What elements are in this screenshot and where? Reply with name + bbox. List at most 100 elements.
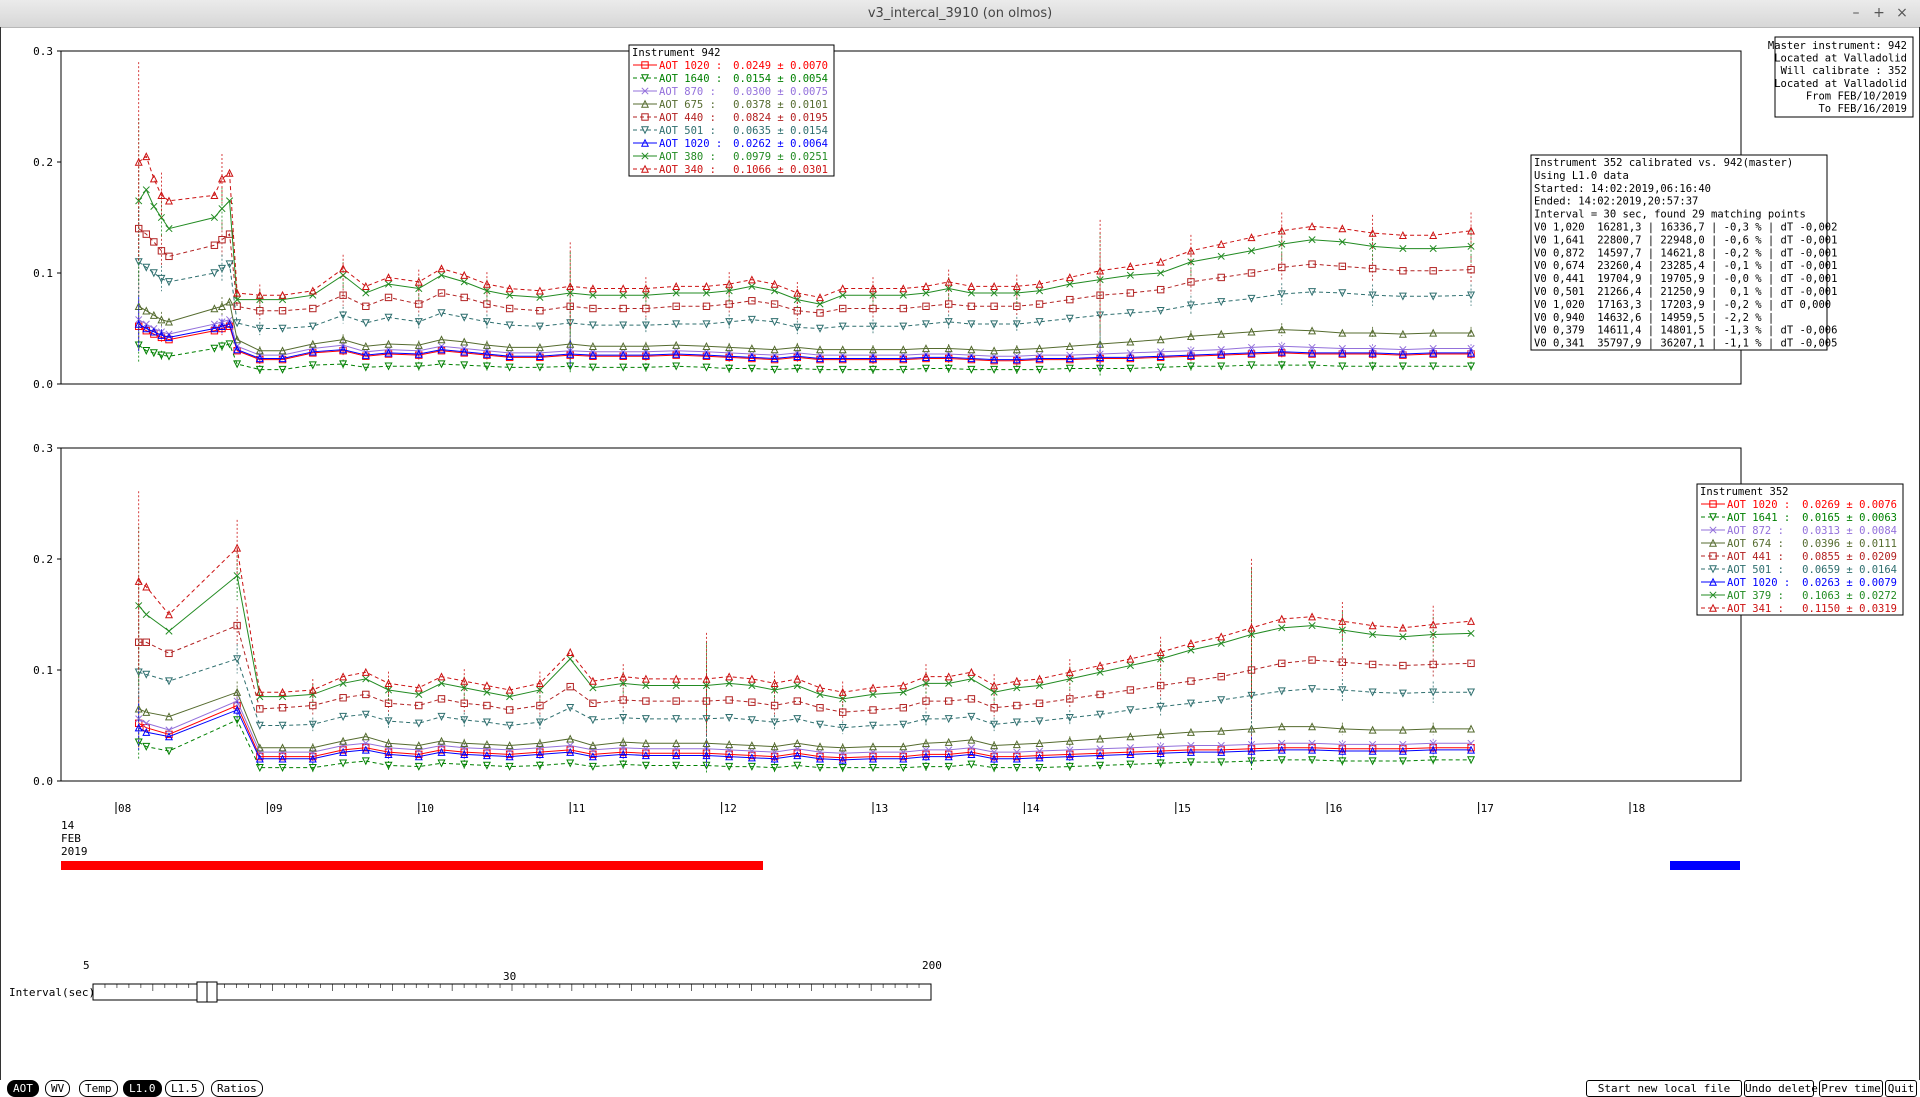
data-point: [505, 752, 514, 761]
calibrated-aot-plot[interactable]: 0.0 0.1 0.2 0.3: [33, 442, 1742, 788]
data-point: [1126, 353, 1135, 362]
data-point: [619, 696, 627, 704]
data-point: [1186, 362, 1195, 371]
mode-button-l1-0[interactable]: L1.0: [123, 1080, 162, 1097]
data-point: [642, 681, 650, 690]
data-point: [642, 749, 650, 757]
data-point: [619, 672, 628, 681]
data-point: [1035, 763, 1044, 772]
data-point: [702, 350, 711, 359]
calibration-line: V0 1,020 16281,3 | 16336,7 | -0,3 % | dT…: [1534, 222, 1837, 234]
data-point: [1186, 331, 1195, 340]
data-point: [1308, 744, 1316, 752]
legend-marker: [1709, 591, 1717, 599]
data-point: [1338, 344, 1346, 353]
data-point: [1157, 348, 1165, 356]
data-point: [641, 321, 650, 330]
data-point: [1308, 656, 1316, 664]
data-point: [725, 752, 734, 761]
series-line: [138, 323, 1472, 361]
calibration-interval-bar[interactable]: [1670, 861, 1740, 870]
time-tick-label: 12: [724, 802, 737, 815]
data-point: [1247, 361, 1256, 370]
data-point: [414, 277, 423, 286]
data-point: [793, 364, 802, 373]
master-aot-plot[interactable]: 0.0 0.1 0.2 0.3: [33, 45, 1742, 391]
data-point: [278, 365, 287, 374]
mode-button-aot[interactable]: AOT: [7, 1080, 39, 1097]
data-point: [165, 649, 173, 658]
data-point: [702, 674, 711, 683]
data-point: [535, 322, 544, 331]
interval-slider[interactable]: Interval(sec) 5 30 200: [9, 959, 942, 1003]
legend-series-name: AOT 340 :: [659, 164, 716, 176]
selected-interval-bar[interactable]: [61, 861, 763, 870]
data-point: [218, 236, 226, 244]
data-point: [1399, 740, 1407, 748]
mode-button-ratios[interactable]: Ratios: [211, 1080, 263, 1097]
data-point: [384, 280, 393, 288]
maximize-icon[interactable]: +: [1873, 5, 1885, 21]
minimize-icon[interactable]: –: [1852, 5, 1860, 21]
series-aot-441-4: [135, 579, 1475, 738]
data-point: [1217, 672, 1225, 681]
data-point: [1338, 658, 1347, 666]
close-icon[interactable]: ×: [1896, 5, 1908, 21]
legend-series-stats: 0.0249 ± 0.0070: [733, 60, 828, 72]
data-point: [339, 747, 348, 756]
data-point: [535, 718, 544, 727]
data-point: [483, 745, 491, 753]
data-point: [1187, 646, 1195, 654]
legend-series-stats: 0.1066 ± 0.0301: [733, 164, 828, 176]
data-point: [278, 721, 287, 730]
legend-series-name: AOT 501 :: [659, 125, 716, 137]
start-new-local-file-button[interactable]: Start new local file: [1586, 1080, 1742, 1097]
data-point: [1467, 291, 1476, 300]
data-point: [770, 701, 779, 710]
data-point: [922, 746, 930, 754]
data-point: [437, 271, 446, 279]
data-point: [868, 742, 878, 751]
data-point: [1338, 686, 1347, 695]
data-point: [308, 339, 317, 348]
data-point: [1368, 362, 1377, 371]
mode-button-temp[interactable]: Temp: [79, 1080, 118, 1097]
mode-button-l1-5[interactable]: L1.5: [165, 1080, 204, 1097]
undo-delete-button[interactable]: Undo delete: [1744, 1080, 1818, 1097]
data-point: [1065, 341, 1074, 350]
data-point: [868, 322, 878, 331]
info-line: Located at Valladolid: [1774, 78, 1907, 90]
data-point: [1429, 745, 1438, 754]
slider-min-label: 5: [83, 959, 90, 972]
data-point: [278, 346, 287, 355]
data-point: [1126, 654, 1135, 663]
legend-series-stats: 0.0313 ± 0.0084: [1802, 525, 1897, 537]
data-point: [339, 291, 347, 299]
data-point: [142, 742, 151, 751]
data-point: [770, 365, 779, 374]
calibration-line: Ended: 14:02:2019,20:57:37: [1534, 196, 1698, 208]
data-point: [164, 352, 173, 361]
data-point: [899, 365, 908, 374]
data-point: [642, 291, 650, 299]
data-point: [225, 319, 234, 328]
mode-button-wv[interactable]: WV: [45, 1080, 71, 1097]
data-point: [1126, 289, 1135, 297]
data-point: [1308, 739, 1316, 747]
data-point: [505, 351, 514, 360]
data-point: [415, 690, 423, 698]
data-point: [165, 726, 173, 734]
data-point: [641, 284, 650, 293]
prev-time-button[interactable]: Prev time: [1819, 1080, 1883, 1097]
data-point: [1338, 262, 1347, 271]
legend-series-stats: 0.1150 ± 0.0319: [1802, 603, 1897, 615]
data-point: [641, 761, 650, 770]
series-aot-1640-1: [134, 327, 1476, 376]
data-point: [589, 291, 597, 299]
data-point: [1186, 747, 1195, 756]
data-point: [278, 752, 287, 761]
data-point: [384, 362, 393, 371]
quit-button[interactable]: Quit: [1885, 1080, 1917, 1097]
window-title: v3_intercal_3910 (on olmos): [867, 6, 1053, 21]
